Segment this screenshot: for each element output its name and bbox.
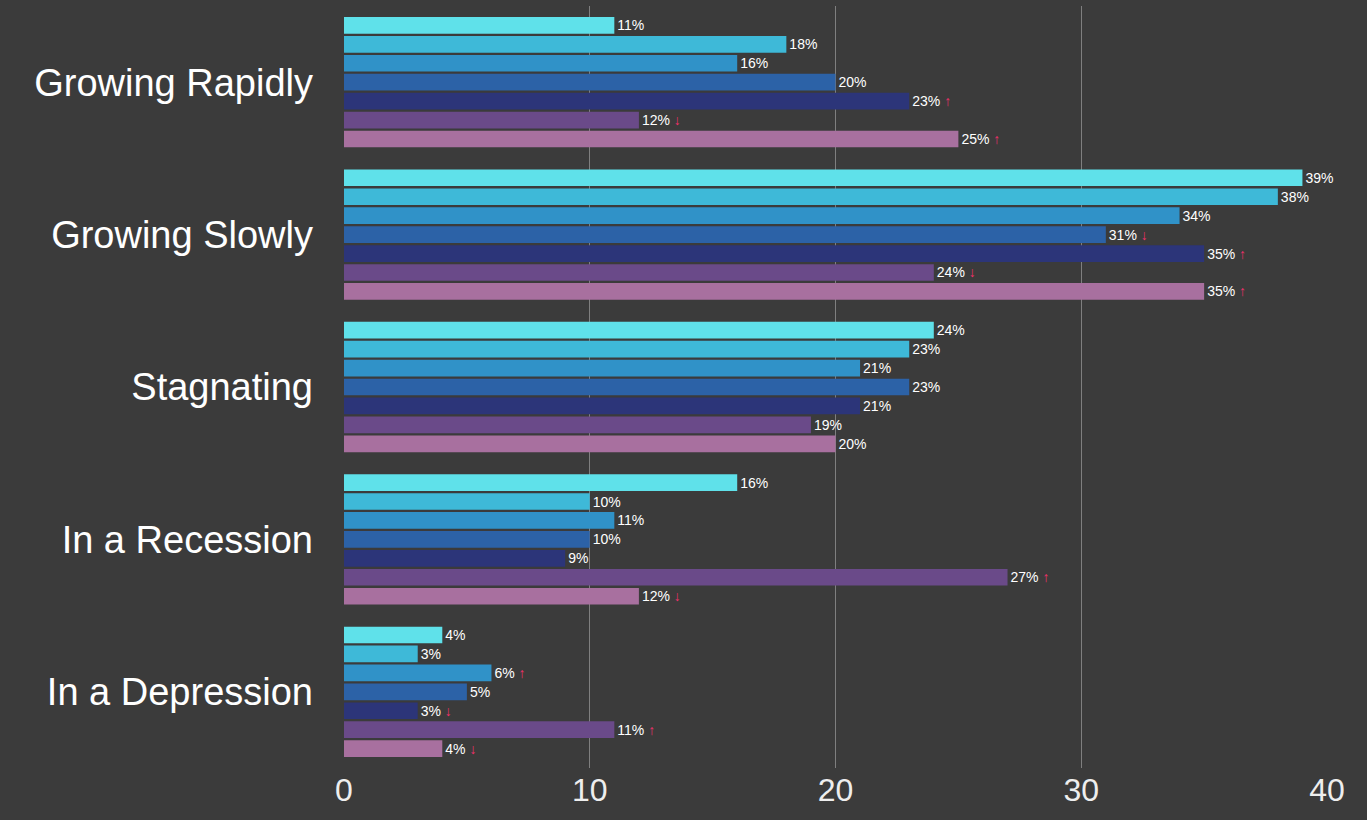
- svg-text:4%: 4%: [445, 627, 465, 643]
- svg-text:23%: 23%: [912, 379, 940, 395]
- svg-text:35% ↑: 35% ↑: [1207, 283, 1246, 299]
- svg-text:11%: 11%: [617, 17, 644, 33]
- svg-text:12% ↓: 12% ↓: [642, 112, 681, 128]
- svg-text:40: 40: [1309, 772, 1345, 808]
- svg-text:10: 10: [572, 772, 608, 808]
- svg-text:4% ↓: 4% ↓: [445, 741, 476, 757]
- svg-text:35% ↑: 35% ↑: [1207, 246, 1246, 262]
- svg-text:18%: 18%: [789, 36, 817, 52]
- svg-text:In a Recession: In a Recession: [62, 519, 313, 561]
- svg-text:10%: 10%: [593, 494, 621, 510]
- svg-text:3%: 3%: [421, 646, 441, 662]
- svg-text:In a Depression: In a Depression: [47, 671, 313, 713]
- svg-text:24%: 24%: [937, 322, 965, 338]
- svg-text:20%: 20%: [839, 436, 867, 452]
- svg-text:6% ↑: 6% ↑: [494, 665, 525, 681]
- svg-text:20: 20: [818, 772, 854, 808]
- svg-text:31% ↓: 31% ↓: [1109, 227, 1148, 243]
- svg-text:25% ↑: 25% ↑: [961, 131, 1000, 147]
- svg-text:21%: 21%: [863, 360, 891, 376]
- svg-text:16%: 16%: [740, 475, 768, 491]
- svg-text:Growing Slowly: Growing Slowly: [51, 214, 313, 256]
- svg-text:5%: 5%: [470, 684, 490, 700]
- svg-text:20%: 20%: [839, 74, 867, 90]
- svg-text:34%: 34%: [1183, 208, 1211, 224]
- svg-text:11% ↑: 11% ↑: [617, 722, 655, 738]
- svg-text:9%: 9%: [568, 550, 588, 566]
- svg-text:19%: 19%: [814, 417, 842, 433]
- svg-text:30: 30: [1063, 772, 1099, 808]
- svg-text:27% ↑: 27% ↑: [1011, 569, 1050, 585]
- svg-text:24% ↓: 24% ↓: [937, 264, 976, 280]
- svg-text:3% ↓: 3% ↓: [421, 703, 452, 719]
- svg-text:39%: 39%: [1305, 170, 1333, 186]
- svg-text:21%: 21%: [863, 398, 891, 414]
- svg-text:38%: 38%: [1281, 189, 1309, 205]
- svg-text:10%: 10%: [593, 531, 621, 547]
- svg-text:Growing Rapidly: Growing Rapidly: [34, 61, 313, 103]
- svg-text:23% ↑: 23% ↑: [912, 93, 951, 109]
- svg-text:16%: 16%: [740, 55, 768, 71]
- svg-text:23%: 23%: [912, 341, 940, 357]
- svg-text:Stagnating: Stagnating: [131, 366, 313, 408]
- svg-text:0: 0: [335, 772, 353, 808]
- svg-text:12% ↓: 12% ↓: [642, 588, 681, 604]
- svg-text:11%: 11%: [617, 512, 644, 528]
